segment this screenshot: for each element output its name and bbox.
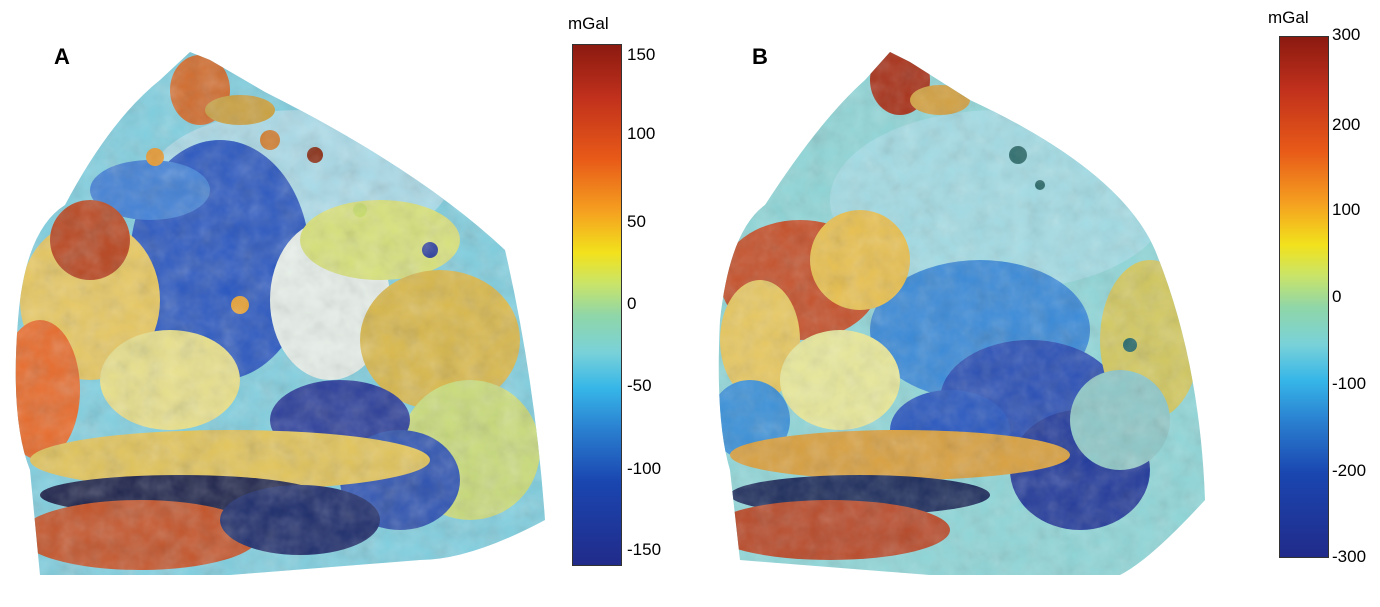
colorbar-b-tick: 0 xyxy=(1332,287,1342,306)
colorbar-b-tick: -100 xyxy=(1332,374,1367,393)
colorbar-a-tick: 100 xyxy=(627,124,656,143)
colorbar-b-tick: 200 xyxy=(1332,115,1361,134)
gravity-surface-map-b xyxy=(718,52,1205,575)
panel-b: B xyxy=(700,0,1380,607)
colorbar-a-tick: -150 xyxy=(627,540,662,559)
colorbar-a-tick: -100 xyxy=(627,459,662,478)
colorbar-b xyxy=(1279,36,1329,558)
gravity-surface-map-a xyxy=(15,52,545,575)
colorbar-b-tick: -300 xyxy=(1332,547,1367,566)
colorbar-a-tick: 50 xyxy=(627,212,646,231)
colorbar-unit-a: mGal xyxy=(568,14,609,33)
panel-letter-b: B xyxy=(752,44,768,69)
colorbar-b-tick: 100 xyxy=(1332,200,1361,219)
colorbar-b-tick: -200 xyxy=(1332,461,1367,480)
colorbar-a-tick: 150 xyxy=(627,45,656,64)
colorbar-unit-b: mGal xyxy=(1268,8,1309,27)
colorbar-a xyxy=(572,44,622,566)
panel-a: A xyxy=(15,14,662,575)
colorbar-b-tick: 300 xyxy=(1332,25,1361,44)
panel-letter-a: A xyxy=(54,44,70,69)
colorbar-a-tick: 0 xyxy=(627,294,637,313)
colorbar-a-tick: -50 xyxy=(627,376,652,395)
